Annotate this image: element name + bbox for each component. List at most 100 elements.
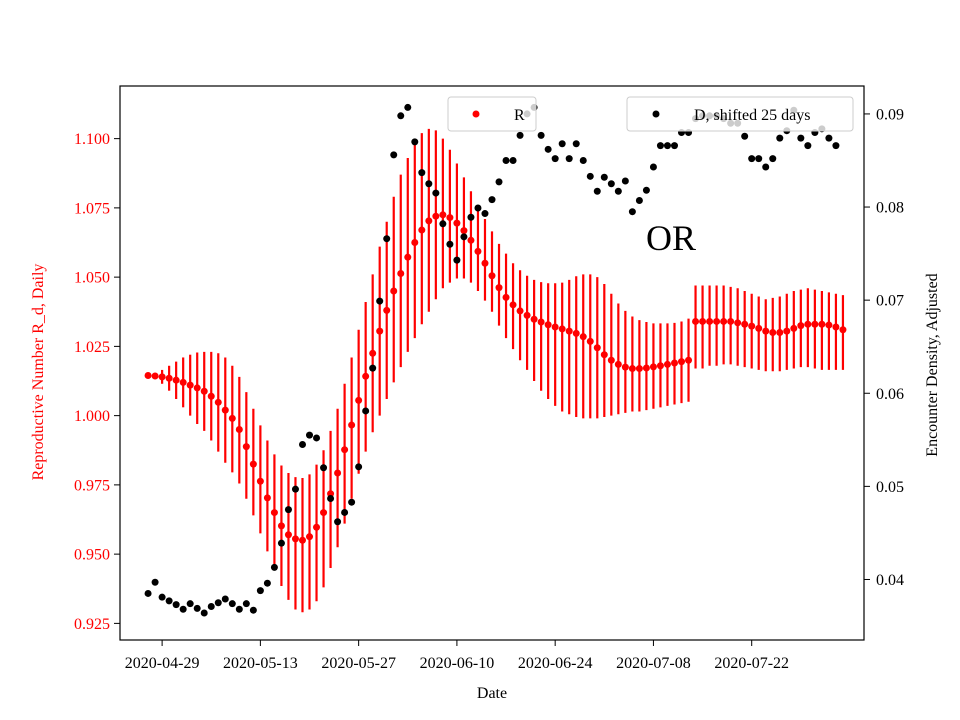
r-point [277, 522, 285, 530]
d-point [242, 600, 250, 608]
legend-d: D, shifted 25 days [626, 96, 854, 132]
d-point [207, 602, 215, 610]
r-point [263, 494, 271, 502]
d-point [320, 464, 328, 472]
r-point [516, 307, 524, 315]
x-tick-label: 2020-07-08 [616, 655, 691, 672]
r-point [390, 287, 398, 295]
r-point [642, 364, 650, 372]
legend-r-marker [472, 110, 480, 118]
d-point [579, 156, 587, 164]
d-point [558, 140, 566, 148]
d-point [502, 156, 510, 164]
r-point [151, 372, 159, 380]
r-point [825, 321, 833, 329]
r-point [439, 211, 447, 219]
d-point [355, 463, 363, 471]
r-point [558, 325, 566, 333]
r-point [207, 392, 215, 400]
d-point [186, 600, 194, 608]
r-point [614, 360, 622, 368]
right-y-axis-ticks: 0.04 0.05 0.06 0.07 0.08 0.09 [864, 106, 904, 589]
d-point [313, 434, 321, 442]
d-point [769, 155, 777, 163]
d-point [797, 134, 805, 142]
state-annotation: OR [646, 218, 696, 258]
r-point [228, 414, 236, 422]
d-point [249, 606, 257, 614]
d-point [474, 204, 482, 212]
r-point [762, 327, 770, 335]
r-point [221, 406, 229, 414]
d-point [404, 103, 412, 111]
r-point [249, 460, 257, 468]
r-point [453, 219, 461, 227]
d-point [291, 485, 299, 493]
d-point [439, 220, 447, 228]
r-point [313, 523, 321, 531]
d-point [628, 208, 636, 216]
r-point [341, 446, 349, 454]
left-y-tick-label: 1.075 [74, 200, 110, 217]
d-point [460, 233, 468, 241]
d-point [804, 142, 812, 150]
r-point [706, 317, 714, 325]
d-point [495, 178, 503, 186]
x-tick-label: 2020-05-27 [321, 655, 396, 672]
r-point [685, 356, 693, 364]
r-point [200, 387, 208, 395]
d-point [776, 134, 784, 142]
left-y-tick-label: 0.950 [74, 547, 110, 564]
r-point [432, 212, 440, 220]
r-point [446, 214, 454, 222]
r-point [158, 373, 166, 381]
right-y-tick-label: 0.07 [876, 293, 904, 310]
d-point [551, 155, 559, 163]
d-point [649, 163, 657, 171]
r-point [565, 327, 573, 335]
r-point [593, 344, 601, 352]
r-point [804, 320, 812, 328]
d-point [516, 131, 524, 139]
r-point [284, 531, 292, 539]
r-point [797, 322, 805, 330]
left-y-tick-label: 1.025 [74, 339, 110, 356]
d-point [348, 498, 356, 506]
right-y-tick-label: 0.04 [876, 572, 904, 589]
d-point [572, 140, 580, 148]
r-point [734, 319, 742, 327]
r-point [621, 363, 629, 371]
r-point [790, 324, 798, 332]
left-y-tick-label: 1.100 [74, 131, 110, 148]
r-point [306, 533, 314, 541]
r-point [242, 443, 250, 451]
d-point [235, 605, 243, 613]
legend-d-frame [626, 96, 854, 132]
right-y-axis-title: Encounter Density, Adjusted [924, 273, 941, 456]
legend-r-frame [447, 96, 537, 132]
r-point [755, 324, 763, 332]
left-y-tick-label: 0.925 [74, 616, 110, 633]
x-axis-ticks: 2020-04-29 2020-05-13 2020-05-27 2020-06-10… [125, 640, 789, 672]
d-point [158, 593, 166, 601]
d-point [334, 518, 342, 526]
d-point [656, 142, 664, 150]
left-y-tick-label: 1.000 [74, 408, 110, 425]
d-series-points [144, 103, 840, 617]
d-point [179, 605, 187, 613]
d-point [298, 440, 306, 448]
r-point [256, 477, 264, 485]
d-point [509, 156, 517, 164]
r-point [586, 337, 594, 345]
d-point [277, 539, 285, 547]
d-point [762, 163, 770, 171]
d-point [284, 506, 292, 514]
x-tick-label: 2020-07-22 [714, 655, 789, 672]
d-point [446, 240, 454, 248]
r-point [291, 535, 299, 543]
d-point [544, 145, 552, 153]
legend-r: R [447, 96, 537, 132]
r-point [369, 349, 377, 357]
d-point [221, 595, 229, 603]
r-point [727, 317, 735, 325]
